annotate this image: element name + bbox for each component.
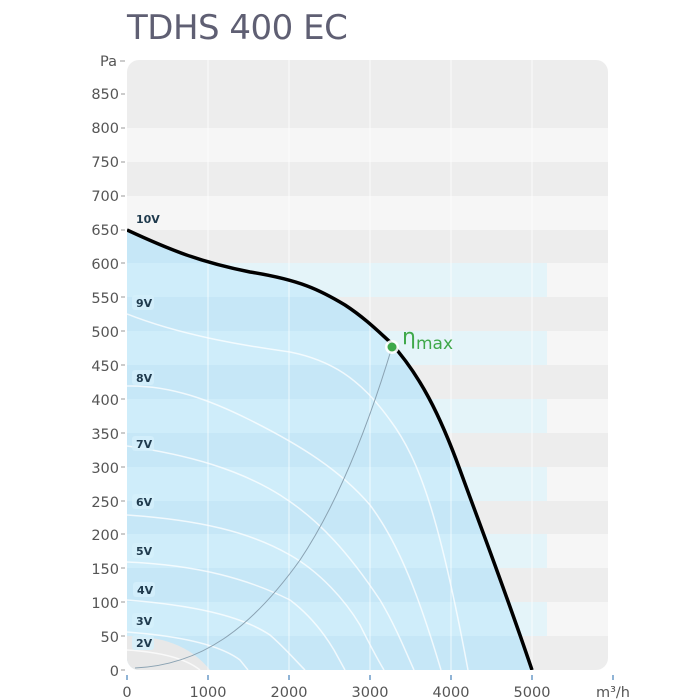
svg-text:150: 150 bbox=[91, 562, 119, 578]
svg-text:400: 400 bbox=[91, 393, 119, 409]
svg-text:10V: 10V bbox=[136, 213, 160, 226]
svg-text:7V: 7V bbox=[136, 438, 153, 451]
svg-text:3000: 3000 bbox=[352, 685, 389, 700]
svg-text:5V: 5V bbox=[136, 545, 153, 558]
curve-10v bbox=[127, 228, 534, 670]
svg-text:2V: 2V bbox=[136, 637, 153, 650]
plot-background bbox=[127, 60, 608, 670]
svg-text:3V: 3V bbox=[136, 615, 153, 628]
svg-text:850: 850 bbox=[91, 87, 119, 103]
svg-text:650: 650 bbox=[91, 223, 119, 239]
svg-text:0: 0 bbox=[110, 664, 119, 680]
svg-text:2000: 2000 bbox=[271, 685, 308, 700]
svg-text:4V: 4V bbox=[137, 584, 154, 597]
x-axis: 0 1000 2000 3000 4000 5000 m³/h bbox=[122, 675, 630, 700]
y-tick-labels: 850 800 750 700 650 600 550 500 450 400 … bbox=[91, 87, 119, 680]
voltage-labels: 10V 9V 8V 7V 6V 5V 4V 3V 2V bbox=[132, 213, 160, 650]
eta-max-marker: η max bbox=[385, 325, 453, 354]
svg-text:200: 200 bbox=[91, 528, 119, 544]
svg-text:300: 300 bbox=[91, 461, 119, 477]
svg-text:350: 350 bbox=[91, 427, 119, 443]
svg-text:600: 600 bbox=[91, 257, 119, 273]
chart-title: TDHS 400 EC bbox=[127, 8, 348, 48]
svg-text:550: 550 bbox=[91, 291, 119, 307]
svg-text:50: 50 bbox=[101, 630, 119, 646]
svg-text:4000: 4000 bbox=[433, 685, 470, 700]
svg-text:η: η bbox=[402, 325, 416, 350]
svg-text:max: max bbox=[416, 334, 453, 354]
svg-text:9V: 9V bbox=[136, 297, 153, 310]
svg-text:m³/h: m³/h bbox=[596, 685, 630, 700]
svg-text:0: 0 bbox=[122, 685, 131, 700]
svg-text:250: 250 bbox=[91, 495, 119, 511]
svg-text:750: 750 bbox=[91, 155, 119, 171]
svg-text:700: 700 bbox=[91, 189, 119, 205]
svg-text:800: 800 bbox=[91, 121, 119, 137]
svg-text:5000: 5000 bbox=[514, 685, 551, 700]
svg-text:Pa: Pa bbox=[100, 54, 117, 70]
efficiency-line bbox=[134, 346, 393, 669]
svg-text:8V: 8V bbox=[136, 372, 153, 385]
voltage-curves bbox=[127, 313, 469, 670]
y-axis: Pa 850 800 750 700 650 600 550 500 450 4… bbox=[91, 54, 125, 680]
svg-text:1000: 1000 bbox=[190, 685, 227, 700]
svg-text:500: 500 bbox=[91, 325, 119, 341]
svg-text:450: 450 bbox=[91, 359, 119, 375]
svg-text:100: 100 bbox=[91, 596, 119, 612]
svg-text:6V: 6V bbox=[136, 496, 153, 509]
